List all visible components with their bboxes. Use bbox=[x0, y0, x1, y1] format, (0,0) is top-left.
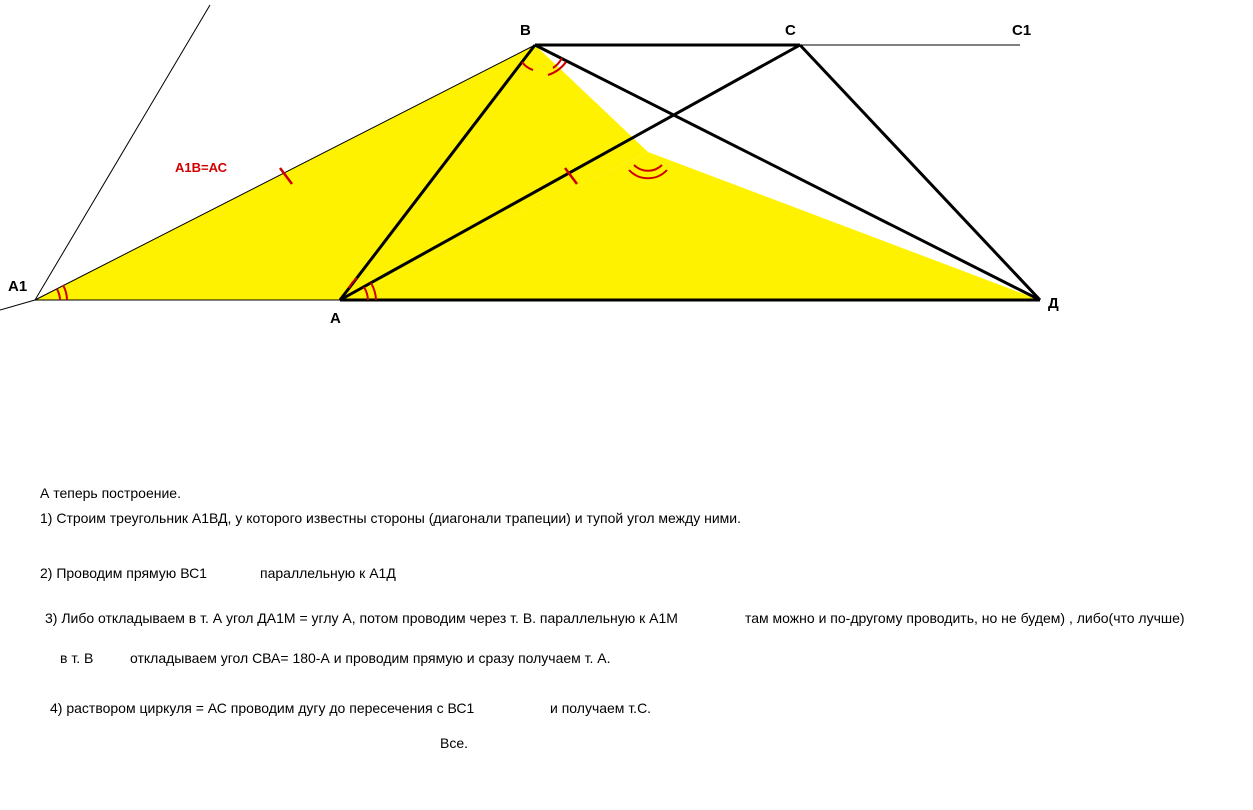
label-c1: С1 bbox=[1012, 22, 1031, 39]
text-step1: 1) Строим треугольник А1ВД, у которого и… bbox=[40, 505, 741, 532]
text-end: Все. bbox=[440, 730, 468, 757]
text-step4b: и получаем т.С. bbox=[550, 695, 651, 722]
aux-ray-left bbox=[0, 300, 35, 310]
text-step2b: параллельную к А1Д bbox=[260, 560, 396, 587]
label-c: С bbox=[785, 22, 796, 39]
text-step3c-b: откладываем угол СВА= 180-А и проводим п… bbox=[130, 645, 611, 672]
geometry-svg bbox=[0, 0, 1253, 810]
label-a1: А1 bbox=[8, 278, 27, 295]
text-step3a: 3) Либо откладываем в т. А угол ДА1М = у… bbox=[45, 605, 678, 632]
text-step2a: 2) Проводим прямую ВС1 bbox=[40, 560, 207, 587]
label-a: А bbox=[330, 310, 341, 327]
text-step3c-a: в т. В bbox=[60, 645, 93, 672]
diagram-canvas: В С С1 А1 А Д А1В=АС А теперь построение… bbox=[0, 0, 1253, 810]
text-step3b: там можно и по-другому проводить, но не … bbox=[745, 605, 1185, 632]
text-heading: А теперь построение. bbox=[40, 480, 181, 507]
text-step4a: 4) раствором циркуля = АС проводим дугу … bbox=[50, 695, 474, 722]
label-note-a1b-ac: А1В=АС bbox=[175, 160, 227, 175]
label-b: В bbox=[520, 22, 531, 39]
label-d: Д bbox=[1048, 295, 1059, 312]
